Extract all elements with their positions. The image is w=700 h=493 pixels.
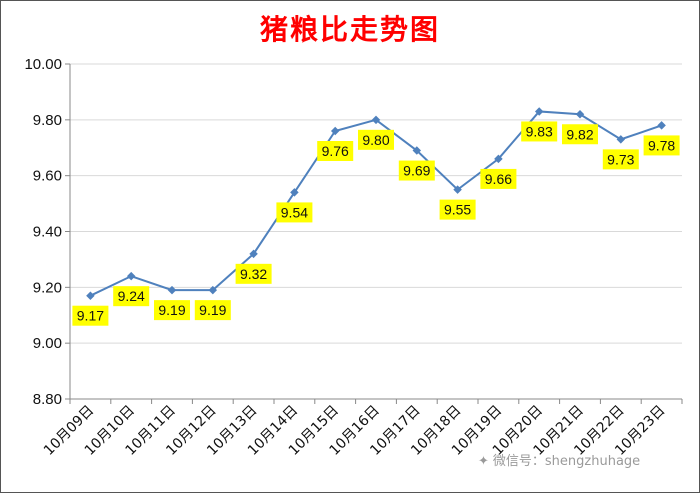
data-point	[208, 285, 218, 295]
data-label-bg	[358, 129, 394, 150]
y-tick-label: 10.00	[24, 56, 62, 73]
data-point	[330, 126, 340, 136]
data-point	[412, 146, 422, 155]
data-point	[494, 154, 503, 164]
data-label-bg	[72, 305, 109, 326]
data-label: 9.83	[521, 121, 558, 142]
data-label-text: 9.32	[240, 266, 267, 282]
data-point	[167, 285, 177, 295]
data-label-bg	[480, 168, 517, 189]
data-label: 9.82	[562, 124, 598, 145]
data-label-text: 9.83	[526, 123, 553, 139]
data-label: 9.19	[154, 300, 190, 321]
data-label-text: 9.66	[485, 171, 512, 187]
data-point	[371, 115, 381, 125]
data-label-bg	[521, 121, 558, 142]
data-label-text: 9.54	[281, 204, 308, 220]
data-point	[126, 271, 136, 281]
data-label-text: 9.78	[648, 137, 675, 153]
data-point	[657, 121, 666, 130]
data-label-text: 9.24	[118, 288, 145, 304]
data-label-text: 9.19	[158, 302, 185, 318]
y-tick-label: 8.80	[33, 391, 62, 408]
data-label: 9.80	[358, 129, 394, 150]
data-label: 9.24	[113, 286, 150, 307]
data-labels: 9.17 9.24 9.19 9.19 9.32 9.54 9.76 9.80 9.69 9.55…	[72, 121, 680, 326]
data-point	[290, 188, 299, 197]
y-tick-label: 9.80	[33, 112, 62, 129]
data-label-bg	[276, 202, 313, 223]
data-label-bg	[235, 263, 272, 284]
y-tick-label: 9.60	[33, 168, 62, 185]
data-point	[453, 185, 462, 194]
data-label-bg	[439, 199, 476, 220]
data-label-text: 9.73	[607, 151, 634, 167]
gridlines	[70, 63, 682, 400]
data-label: 9.17	[72, 305, 109, 326]
chart-title: 猪粮比走势图	[259, 13, 440, 46]
data-label: 9.73	[602, 149, 639, 170]
data-label: 9.19	[194, 300, 231, 321]
data-label: 9.78	[643, 135, 680, 156]
data-label-bg	[317, 141, 354, 161]
data-label: 9.55	[439, 199, 476, 220]
data-label-text: 9.17	[77, 308, 104, 324]
y-tick-label: 9.40	[33, 224, 62, 241]
data-label: 9.69	[398, 160, 435, 181]
data-label-bg	[398, 160, 435, 181]
data-label-text: 9.82	[566, 126, 593, 142]
y-tick-label: 9.20	[33, 279, 62, 296]
data-label-bg	[562, 124, 598, 145]
data-point	[86, 291, 95, 300]
data-label-text: 9.69	[403, 163, 430, 179]
data-label-bg	[154, 300, 190, 321]
y-tick-label: 9.00	[33, 335, 62, 352]
wechat-icon: ✦	[478, 454, 489, 469]
data-label: 9.54	[276, 202, 313, 223]
watermark-text: 微信号：shengzhuhage	[492, 454, 641, 469]
data-label-bg	[194, 300, 231, 321]
data-label: 9.66	[480, 168, 517, 189]
watermark: ✦ 微信号：shengzhuhage	[478, 450, 640, 469]
data-label-text: 9.55	[444, 202, 471, 218]
data-label-bg	[113, 286, 150, 307]
data-label: 9.32	[235, 263, 272, 284]
data-label-text: 9.19	[199, 302, 226, 318]
data-label-text: 9.76	[322, 143, 349, 159]
data-label-bg	[643, 135, 680, 156]
data-label-bg	[602, 149, 639, 170]
data-label: 9.76	[317, 141, 354, 161]
data-label-text: 9.80	[362, 132, 389, 148]
